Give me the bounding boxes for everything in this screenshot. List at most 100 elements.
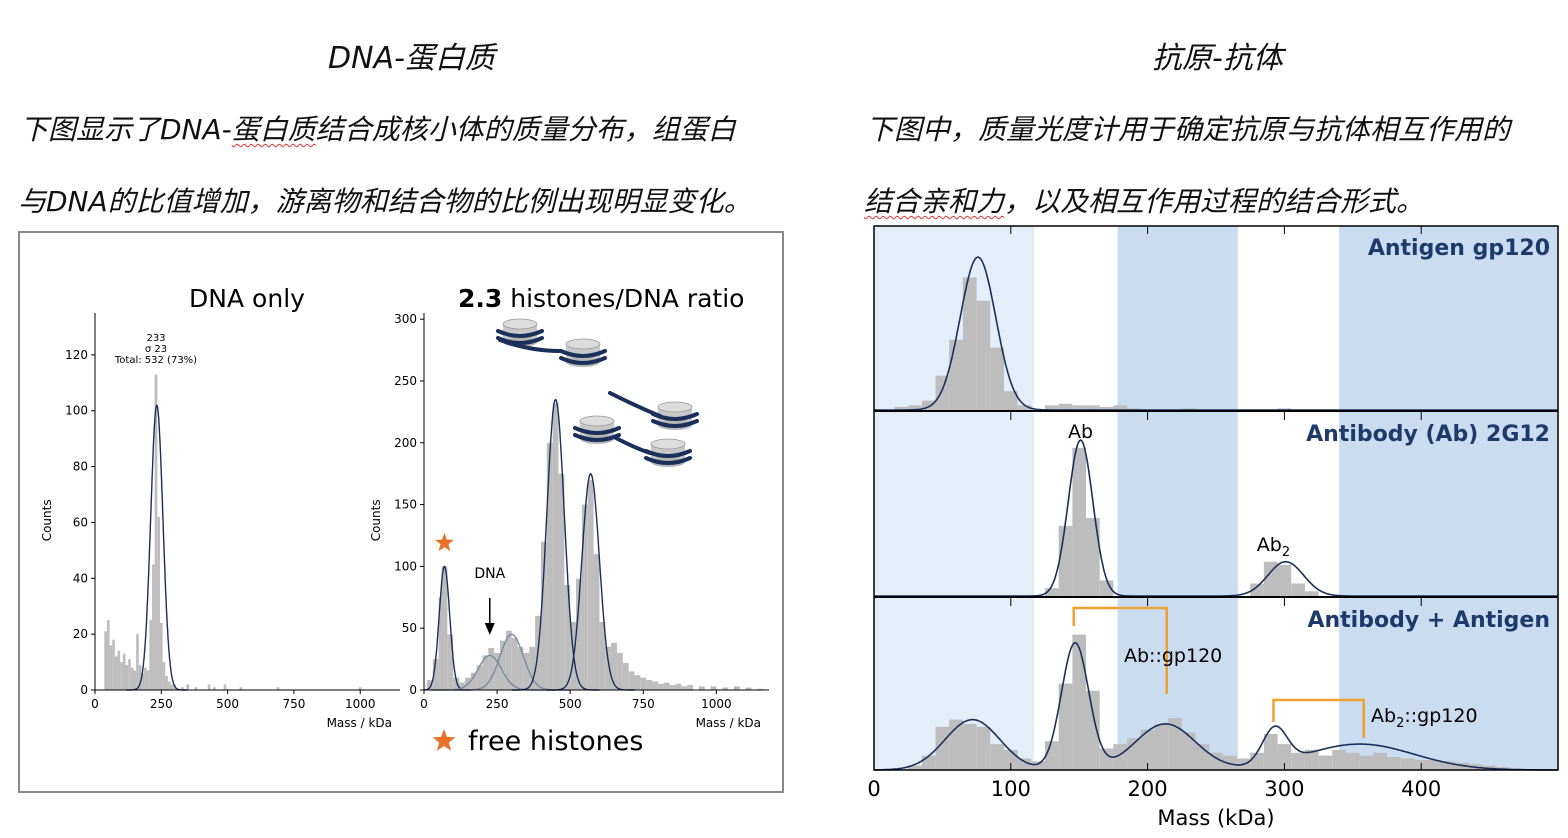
histogram-bar bbox=[1359, 755, 1374, 770]
nucleosome bbox=[559, 338, 607, 367]
histogram-bar bbox=[1099, 580, 1114, 596]
x-tick-label: 500 bbox=[216, 697, 239, 711]
chart-histone-ratio: 0 250 500 750 1000 0 50 100 150 200 250 300 Mass / k… bbox=[369, 284, 769, 757]
histogram-bar bbox=[949, 339, 963, 410]
peak-label-ab: Ab bbox=[1068, 421, 1093, 443]
left-description-line-2: 与DNA的比值增加，游离物和结合物的比例出现明显变化。 bbox=[18, 185, 752, 218]
chart-frame bbox=[873, 225, 1559, 771]
x-tick-label: 1000 bbox=[701, 697, 732, 711]
histogram-bar bbox=[1113, 744, 1128, 770]
histogram-bar bbox=[1250, 752, 1264, 770]
x-tick-label: 500 bbox=[559, 697, 582, 711]
mass-range-band bbox=[874, 226, 1035, 770]
histogram-bar bbox=[605, 646, 612, 690]
peak-annotation-sigma: σ 23 bbox=[145, 344, 167, 355]
histogram-bar bbox=[120, 662, 123, 690]
histogram-bar bbox=[976, 300, 991, 410]
histogram-bar bbox=[921, 400, 936, 410]
histogram-bar bbox=[634, 675, 641, 690]
histogram-bar bbox=[552, 403, 559, 690]
histogram-bar bbox=[141, 673, 145, 690]
histogram-bar bbox=[1304, 749, 1319, 770]
histogram-bar bbox=[1277, 744, 1292, 770]
histogram-bar bbox=[167, 681, 171, 690]
x-tick-label: 200 bbox=[1128, 777, 1168, 801]
histogram-bar bbox=[133, 670, 137, 690]
histogram-bar bbox=[223, 684, 227, 690]
peak-annotation-total: Total: 532 (73%) bbox=[114, 355, 197, 366]
peak-label-ab2-base: Ab bbox=[1257, 534, 1282, 556]
histogram-bar bbox=[745, 687, 752, 690]
peak-label-ab2-subscript: 2 bbox=[1282, 545, 1290, 560]
peak-label-ab2: Ab2 bbox=[1257, 534, 1290, 560]
x-tick-label: 100 bbox=[991, 777, 1031, 801]
histogram-bar bbox=[1345, 752, 1360, 770]
histogram-bar bbox=[447, 634, 454, 690]
histogram-bar bbox=[529, 646, 536, 690]
histogram-bar bbox=[976, 726, 991, 770]
histogram-bar bbox=[213, 687, 216, 690]
gaussian-fit-curve bbox=[511, 398, 600, 691]
histogram-bar bbox=[681, 686, 688, 690]
dna-wrap bbox=[559, 349, 607, 365]
histogram-bar bbox=[1291, 752, 1305, 770]
right-line2-part-b: ，以及相互作用过程的结合形式。 bbox=[1004, 185, 1425, 218]
histogram-bar bbox=[186, 684, 190, 690]
peak-label-ab-gp120: Ab::gp120 bbox=[1124, 645, 1222, 667]
histogram-bar bbox=[112, 639, 115, 690]
linker-dna bbox=[498, 338, 562, 353]
chart-title: 2.3 histones/DNA ratio bbox=[458, 284, 744, 313]
histogram-bar bbox=[122, 653, 126, 690]
histogram-bar bbox=[157, 516, 160, 690]
x-tick-label: 400 bbox=[1401, 777, 1441, 801]
x-tick-label: 0 bbox=[420, 697, 428, 711]
histogram-bar bbox=[657, 683, 664, 690]
x-tick-label: 0 bbox=[867, 777, 880, 801]
histogram-bar bbox=[1373, 752, 1387, 770]
y-tick-label: 120 bbox=[65, 348, 88, 362]
histogram-bar bbox=[908, 765, 922, 770]
histogram-bar bbox=[181, 687, 184, 690]
free-histone-star-marker bbox=[435, 533, 454, 552]
histogram-bar bbox=[1058, 525, 1073, 596]
histogram-bar bbox=[1086, 405, 1100, 410]
histogram-bar bbox=[523, 652, 530, 690]
histogram-bar bbox=[1291, 583, 1305, 596]
x-axis-label: Mass (kDa) bbox=[1157, 806, 1274, 830]
y-tick-label: 20 bbox=[73, 627, 88, 641]
histogram-bar bbox=[1181, 732, 1196, 770]
gaussian-fit-curve bbox=[546, 472, 635, 691]
histogram-bar bbox=[710, 686, 717, 690]
histogram-bar bbox=[125, 664, 129, 690]
histogram-bar bbox=[511, 638, 518, 690]
histogram-bar bbox=[1332, 749, 1346, 770]
histogram-bar bbox=[935, 375, 950, 410]
left-heading: DNA-蛋白质 bbox=[328, 41, 495, 76]
bracket-ab-gp120 bbox=[1072, 606, 1169, 694]
histogram-bar bbox=[1168, 718, 1182, 770]
linker-dna bbox=[614, 436, 652, 455]
histogram-bar bbox=[130, 667, 134, 690]
histogram-bar bbox=[165, 676, 168, 690]
histogram-bar bbox=[663, 682, 670, 690]
histogram-bar bbox=[1250, 583, 1264, 596]
linker-dna bbox=[608, 391, 662, 418]
chart-dna-only: 0 250 500 750 1000 0 20 40 60 80 100 120 Mass / kDa C… bbox=[40, 284, 400, 730]
y-tick-label: 60 bbox=[73, 515, 88, 529]
y-tick-label: 100 bbox=[65, 404, 88, 418]
histogram-bar bbox=[488, 647, 495, 690]
histogram-bar bbox=[146, 670, 150, 690]
histogram-bar bbox=[144, 667, 147, 690]
x-tick-label: 750 bbox=[632, 697, 655, 711]
gaussian-fit-curve bbox=[874, 641, 1558, 771]
histogram-bar bbox=[1031, 761, 1045, 770]
histogram-bar bbox=[675, 683, 682, 690]
histogram-bar bbox=[104, 631, 107, 690]
histogram-bar bbox=[587, 479, 594, 690]
histogram-bar bbox=[628, 671, 635, 690]
bracket-ab2-gp120 bbox=[1272, 698, 1365, 738]
right-description-line-1: 下图中，质量光度计用于确定抗原与抗体相互作用的 bbox=[866, 108, 1510, 148]
histogram-bar bbox=[1045, 741, 1059, 770]
left-line1-part-a: 下图显示了DNA- bbox=[20, 113, 232, 146]
histogram-bar bbox=[757, 688, 764, 690]
